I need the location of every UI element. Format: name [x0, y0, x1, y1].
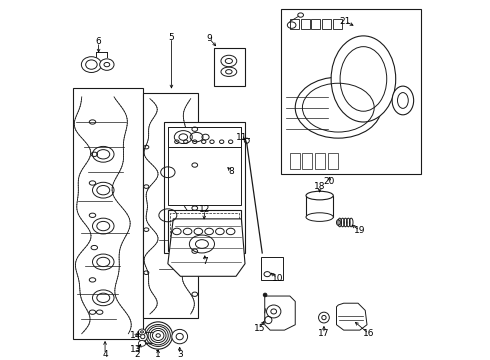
Text: 3: 3 — [177, 350, 183, 359]
Text: 19: 19 — [354, 226, 366, 235]
Text: 10: 10 — [271, 274, 283, 283]
Bar — [311, 19, 320, 29]
Text: 2: 2 — [135, 350, 140, 359]
Text: 12: 12 — [199, 206, 211, 215]
Ellipse shape — [139, 329, 146, 335]
Text: 13: 13 — [130, 345, 141, 354]
Bar — [290, 153, 300, 168]
Bar — [327, 153, 338, 168]
Bar — [168, 127, 242, 204]
Bar — [306, 195, 333, 217]
Text: 18: 18 — [314, 182, 325, 191]
Bar — [261, 257, 283, 280]
Ellipse shape — [99, 59, 114, 70]
Polygon shape — [265, 296, 295, 330]
Ellipse shape — [144, 322, 172, 349]
Ellipse shape — [139, 341, 146, 346]
Text: 20: 20 — [323, 177, 335, 186]
Ellipse shape — [331, 36, 396, 122]
Polygon shape — [337, 303, 367, 330]
Bar — [164, 122, 245, 253]
Bar — [168, 210, 242, 251]
Bar — [281, 9, 421, 174]
Text: 7: 7 — [202, 257, 208, 266]
Ellipse shape — [295, 77, 381, 138]
Ellipse shape — [263, 293, 267, 297]
Polygon shape — [168, 219, 245, 276]
Text: 14: 14 — [130, 331, 141, 340]
Bar — [333, 19, 342, 29]
Text: 8: 8 — [228, 167, 234, 176]
Ellipse shape — [138, 332, 147, 341]
Text: 11: 11 — [236, 132, 247, 141]
Text: 16: 16 — [363, 329, 374, 338]
Bar — [290, 19, 299, 29]
Text: 21: 21 — [340, 17, 351, 26]
Bar — [73, 88, 143, 339]
Ellipse shape — [172, 329, 188, 344]
Bar — [215, 49, 245, 86]
Bar — [143, 93, 198, 318]
Text: 1: 1 — [155, 350, 161, 359]
Ellipse shape — [318, 312, 329, 323]
Bar — [302, 153, 313, 168]
Text: 4: 4 — [102, 350, 108, 359]
Text: 15: 15 — [254, 324, 265, 333]
Bar — [315, 153, 325, 168]
Text: 5: 5 — [169, 33, 174, 42]
Ellipse shape — [81, 57, 101, 72]
Ellipse shape — [392, 86, 414, 115]
Bar — [322, 19, 331, 29]
Bar — [168, 127, 242, 147]
Ellipse shape — [306, 191, 333, 200]
Text: 9: 9 — [206, 34, 212, 43]
Bar — [171, 213, 239, 249]
Ellipse shape — [306, 213, 333, 221]
Text: 6: 6 — [96, 37, 101, 46]
Text: 17: 17 — [318, 329, 330, 338]
Bar — [301, 19, 310, 29]
